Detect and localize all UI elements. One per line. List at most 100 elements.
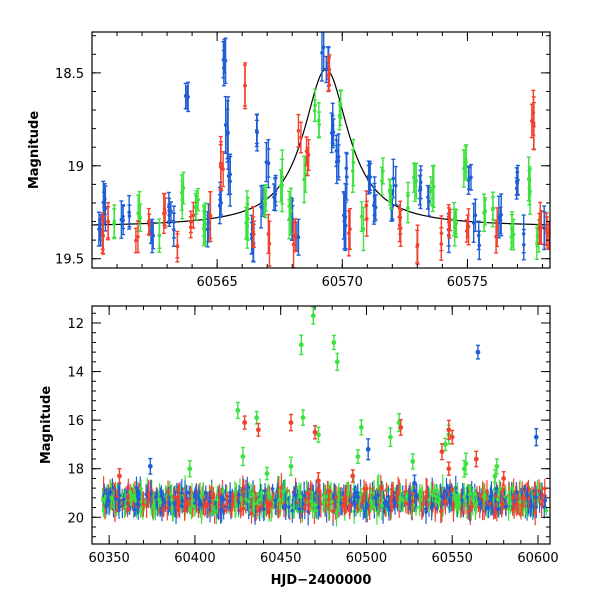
top-red-point (529, 119, 534, 123)
top-blue-point (498, 218, 503, 223)
bottom-blue-baseline-point (134, 485, 139, 490)
top-green-point (389, 195, 393, 199)
bottom-blue-baseline-point (154, 495, 158, 500)
bottom-red-baseline-point (279, 485, 284, 490)
bottom-blue-baseline-point (237, 493, 241, 497)
bottom-green-baseline-point (345, 491, 350, 496)
top-red-point (291, 242, 296, 247)
bottom-red-outlier-point (449, 434, 455, 440)
bottom-green-baseline-point (358, 492, 363, 497)
top-red-point (136, 234, 140, 239)
bottom-blue-baseline-point (484, 506, 488, 511)
top-red-point (221, 167, 225, 171)
bottom-blue-outlier-point (365, 446, 371, 452)
bottom-blue-baseline-point (137, 492, 141, 497)
bottom-blue-baseline-point (283, 503, 288, 508)
top-blue-point (321, 45, 326, 50)
bottom-blue-baseline-point (293, 494, 298, 498)
bottom-green-baseline-point (322, 495, 327, 499)
bottom-green-outlier-point (235, 408, 241, 413)
top-green-point (289, 209, 293, 213)
bottom-blue-baseline-point (180, 499, 185, 503)
bottom-blue-baseline-point (408, 499, 413, 504)
bottom-blue-baseline-point (204, 491, 208, 495)
top-frame (91, 31, 551, 269)
bottom-red-baseline-point (146, 492, 151, 496)
bottom-red-baseline-point (256, 508, 260, 513)
bottom-red-outlier-point (242, 420, 248, 425)
top-blue-point (169, 209, 173, 214)
bottom-blue-baseline-point (373, 495, 378, 500)
top-red-point (464, 229, 469, 233)
bottom-red-baseline-point (466, 509, 470, 514)
bottom-red-outlier-point (446, 466, 452, 472)
top-red-point (299, 135, 303, 140)
top-panel: 60565 60570 60575 18.5 19 19.5 Magnitude (27, 31, 551, 290)
bottom-green-outlier-point (187, 466, 193, 472)
top-green-point (262, 199, 267, 204)
top-green-point (350, 169, 355, 173)
bottom-red-baseline-point (165, 506, 170, 510)
top-green-point (157, 233, 162, 238)
top-green-point (137, 205, 142, 209)
bottom-green-outlier-point (298, 342, 304, 348)
bottom-green-baseline-point (313, 508, 317, 513)
bottom-blue-baseline-point (132, 507, 137, 512)
bottom-blue-baseline-point (316, 505, 321, 509)
top-green-point (491, 207, 495, 212)
top-blue-point (222, 54, 227, 59)
top-blue-point (471, 221, 476, 225)
top-green-point (412, 180, 417, 185)
bottom-blue-baseline-point (386, 494, 391, 499)
bottom-red-baseline-point (343, 495, 348, 500)
bottom-blue-baseline-point (447, 497, 452, 502)
bottom-green-baseline-point (190, 498, 195, 503)
bottom-blue-baseline-point (338, 501, 343, 506)
bottom-green-baseline-point (170, 498, 174, 502)
bottom-red-outlier-point (255, 427, 261, 433)
bottom-blue-baseline-point (355, 494, 360, 498)
top-red-point (306, 153, 311, 157)
top-blue-point (259, 205, 263, 209)
bottom-green-baseline-point (255, 500, 260, 505)
bottom-green-baseline-point (156, 497, 161, 502)
top-red-point (162, 207, 167, 212)
bottom-green-outlier-point (388, 434, 393, 440)
bottom-red-baseline-point (470, 504, 474, 509)
top-blue-point (477, 243, 482, 248)
bottom-green-outlier-point (316, 432, 321, 438)
bottom-blue-baseline-point (207, 499, 212, 504)
bottom-green-baseline-point (467, 492, 472, 497)
bottom-red-baseline-point (334, 495, 338, 500)
bottom-green-baseline-point (268, 495, 272, 499)
bottom-red-outlier-point (501, 476, 507, 481)
bottom-blue-baseline-point (431, 503, 435, 507)
bottom-red-baseline-point (499, 502, 504, 506)
bottom-red-baseline-point (439, 508, 444, 513)
bottom-red-baseline-point (211, 495, 216, 499)
top-blue-point (228, 172, 232, 177)
bottom-green-baseline-point (509, 501, 513, 505)
bottom-green-baseline-point (418, 497, 423, 501)
bottom-red-baseline-point (306, 491, 310, 495)
bottom-green-baseline-point (510, 486, 515, 490)
bottom-red-baseline-point (520, 503, 524, 508)
bottom-x-axis-title: HJD−2400000 (271, 573, 372, 588)
top-green-point (278, 184, 283, 188)
top-y-tick-label: 19 (67, 160, 84, 175)
top-blue-point (103, 206, 108, 211)
bottom-blue-baseline-point (534, 495, 538, 500)
top-blue-point (223, 123, 228, 127)
bottom-green-baseline-point (247, 499, 251, 504)
bottom-red-outlier-point (398, 425, 404, 430)
bottom-blue-baseline-point (220, 494, 224, 499)
bottom-red-baseline-point (241, 506, 246, 511)
bottom-blue-baseline-point (286, 505, 291, 510)
bottom-blue-baseline-point (302, 493, 306, 498)
top-green-point (203, 222, 208, 226)
bottom-blue-baseline-point (184, 490, 189, 494)
top-red-point (208, 214, 213, 219)
bottom-red-outlier-point (312, 429, 318, 435)
bottom-blue-baseline-point (364, 506, 368, 510)
bottom-red-baseline-point (539, 502, 544, 507)
